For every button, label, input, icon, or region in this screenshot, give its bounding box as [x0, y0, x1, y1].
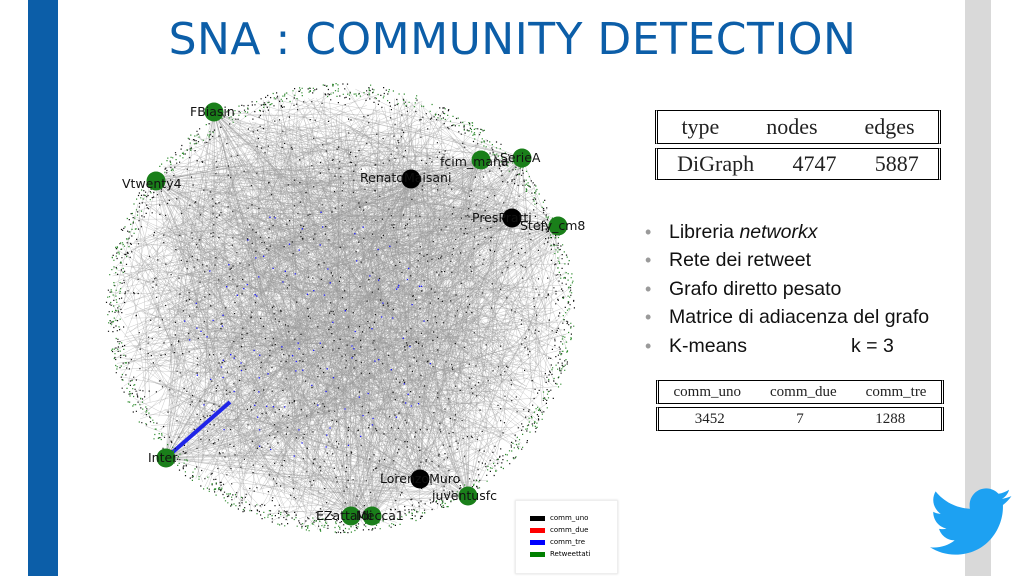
- node-label: Vtwenty4: [122, 176, 182, 191]
- slide-title: SNA : COMMUNITY DETECTION: [168, 14, 857, 65]
- bullet-list: Libreria networkx Rete dei retweet Grafo…: [645, 218, 929, 360]
- graph-edges: [110, 85, 572, 530]
- value-comm-due: 7: [796, 410, 804, 427]
- twitter-bird-icon: [930, 488, 1012, 555]
- graph-nodes: [105, 83, 575, 534]
- left-margin: [0, 0, 28, 576]
- legend-swatch: [530, 551, 545, 557]
- community-header-row: comm_uno comm_due comm_tre: [656, 380, 944, 404]
- graph-stats-value-row: DiGraph 4747 5887: [655, 148, 941, 180]
- graph-hubs: [146, 102, 568, 526]
- node-label: Stefy_cm8: [520, 218, 585, 233]
- community-value-row: 3452 7 1288: [656, 407, 944, 431]
- hub-node: [156, 448, 176, 468]
- value-comm-tre: 1288: [875, 410, 906, 427]
- node-label: Inter: [148, 450, 178, 465]
- node-label: SerieA: [500, 150, 541, 165]
- bullet-item: Grafo diretto pesato: [645, 275, 929, 304]
- hub-node: [502, 208, 522, 228]
- legend-item: comm_uno: [530, 514, 588, 522]
- right-accent-bar: [965, 0, 991, 576]
- header-comm-uno: comm_uno: [673, 383, 742, 400]
- header-comm-due: comm_due: [770, 383, 837, 400]
- header-edges: edges: [864, 114, 915, 139]
- k-value: k = 3: [851, 334, 894, 357]
- community-uno-nodes: [105, 83, 575, 534]
- header-nodes: nodes: [766, 114, 818, 139]
- hub-node: [512, 148, 532, 168]
- node-label: fcim_mana: [440, 154, 509, 169]
- hub-node: [410, 469, 430, 489]
- node-label: RenatoMaisani: [360, 170, 451, 185]
- value-nodes: 4747: [792, 151, 837, 176]
- node-label: juventusfc: [431, 488, 497, 503]
- blue-edge-bundle: [164, 400, 232, 460]
- node-label: FBiasin: [190, 104, 235, 119]
- node-label: PresPratti: [472, 210, 532, 225]
- value-comm-uno: 3452: [694, 410, 725, 427]
- header-comm-tre: comm_tre: [865, 383, 927, 400]
- graph-stats-header-row: type nodes edges: [655, 110, 941, 144]
- graph-stats-table: type nodes edges DiGraph 4747 5887: [651, 108, 945, 180]
- community-tre-nodes: [184, 211, 431, 457]
- left-accent-bar: [28, 0, 58, 576]
- retweeted-nodes: [107, 83, 575, 533]
- community-table: comm_uno comm_due comm_tre 3452 7 1288: [652, 380, 948, 431]
- hub-node: [204, 102, 224, 122]
- hub-node: [362, 506, 382, 526]
- legend-swatch: [530, 539, 545, 545]
- legend-swatch: [530, 515, 545, 521]
- hub-node: [548, 216, 568, 236]
- bullet-item: Rete dei retweet: [645, 246, 929, 275]
- hub-node: [401, 169, 421, 189]
- graph-legend: comm_uno comm_due comm_tre Retweettati: [515, 500, 618, 574]
- edge-bundle: [110, 85, 572, 530]
- value-type: DiGraph: [677, 151, 755, 176]
- hub-node: [458, 486, 478, 506]
- hub-node: [471, 150, 491, 170]
- header-type: type: [681, 114, 720, 139]
- legend-swatch: [530, 527, 545, 533]
- node-label: LorenzoMuro: [380, 471, 460, 486]
- right-margin: [991, 0, 1024, 576]
- hub-node: [146, 171, 166, 191]
- value-edges: 5887: [874, 151, 919, 176]
- node-label: Mecca1: [356, 508, 404, 523]
- bullet-item: Matrice di adiacenza del grafo: [645, 303, 929, 332]
- hub-node: [341, 506, 361, 526]
- legend-item: comm_due: [530, 526, 588, 534]
- bullet-item: Libreria networkx: [645, 218, 929, 247]
- legend-item: comm_tre: [530, 538, 585, 546]
- legend-item: Retweettati: [530, 550, 590, 558]
- node-label: EZattaldi: [316, 508, 372, 523]
